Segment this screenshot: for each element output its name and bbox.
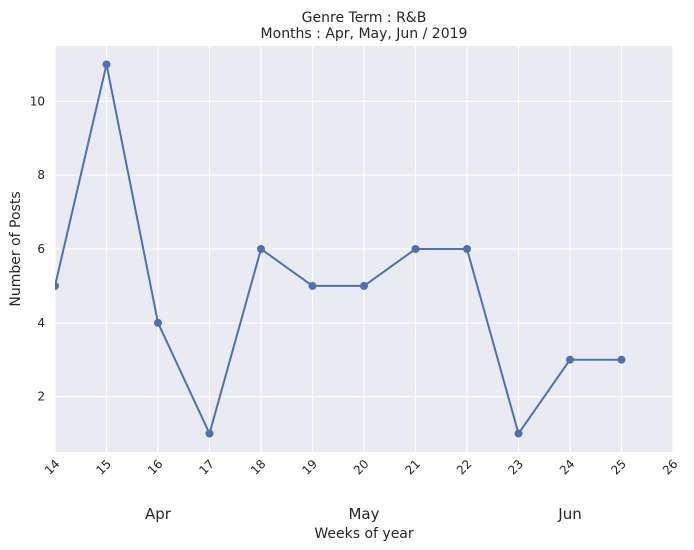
y-axis-label: Number of Posts	[8, 191, 24, 306]
month-label: Jun	[557, 505, 581, 523]
x-tick-label: 20	[351, 457, 372, 478]
data-point	[463, 245, 471, 253]
y-tick-label: 2	[37, 390, 45, 404]
x-tick-label: 21	[402, 457, 423, 478]
x-tick-label: 23	[505, 457, 526, 478]
x-tick-label: 26	[660, 457, 681, 478]
y-tick-labels: 2 4 6 8 10	[30, 94, 45, 403]
y-tick-label: 6	[37, 242, 45, 256]
x-tick-label: 16	[145, 457, 166, 478]
data-point	[205, 429, 214, 438]
y-tick-label: 8	[37, 168, 45, 182]
x-tick-label: 24	[557, 457, 578, 478]
y-tick-label: 4	[37, 316, 45, 330]
data-point	[102, 60, 111, 69]
x-tick-label: 22	[454, 457, 475, 478]
data-point	[257, 245, 265, 253]
x-tick-label: 17	[196, 457, 217, 478]
data-point	[514, 429, 523, 438]
month-labels: Apr May Jun	[145, 505, 582, 523]
month-label: Apr	[145, 505, 172, 523]
x-tick-label: 15	[93, 457, 114, 478]
data-point	[55, 281, 59, 290]
x-axis-label: Weeks of year	[314, 526, 414, 542]
data-point	[617, 355, 626, 364]
series-line	[55, 63, 622, 435]
data-point	[154, 318, 162, 327]
x-tick-labels: 14 15 16 17 18 19 20 21 22 23 24 25 26	[42, 457, 681, 478]
x-tick-label: 25	[608, 457, 629, 478]
chart-subtitle: Months : Apr, May, Jun / 2019	[261, 26, 468, 42]
chart-title: Genre Term : R&B	[302, 10, 427, 26]
data-point	[308, 281, 317, 290]
series-group	[55, 60, 626, 438]
x-tick-label: 18	[248, 457, 269, 478]
data-point	[411, 245, 420, 253]
x-tick-label: 19	[299, 457, 320, 478]
month-label: May	[348, 505, 379, 523]
y-tick-label: 10	[30, 94, 45, 108]
data-point	[566, 355, 574, 364]
data-point	[360, 281, 368, 290]
x-tick-label: 14	[42, 457, 63, 478]
